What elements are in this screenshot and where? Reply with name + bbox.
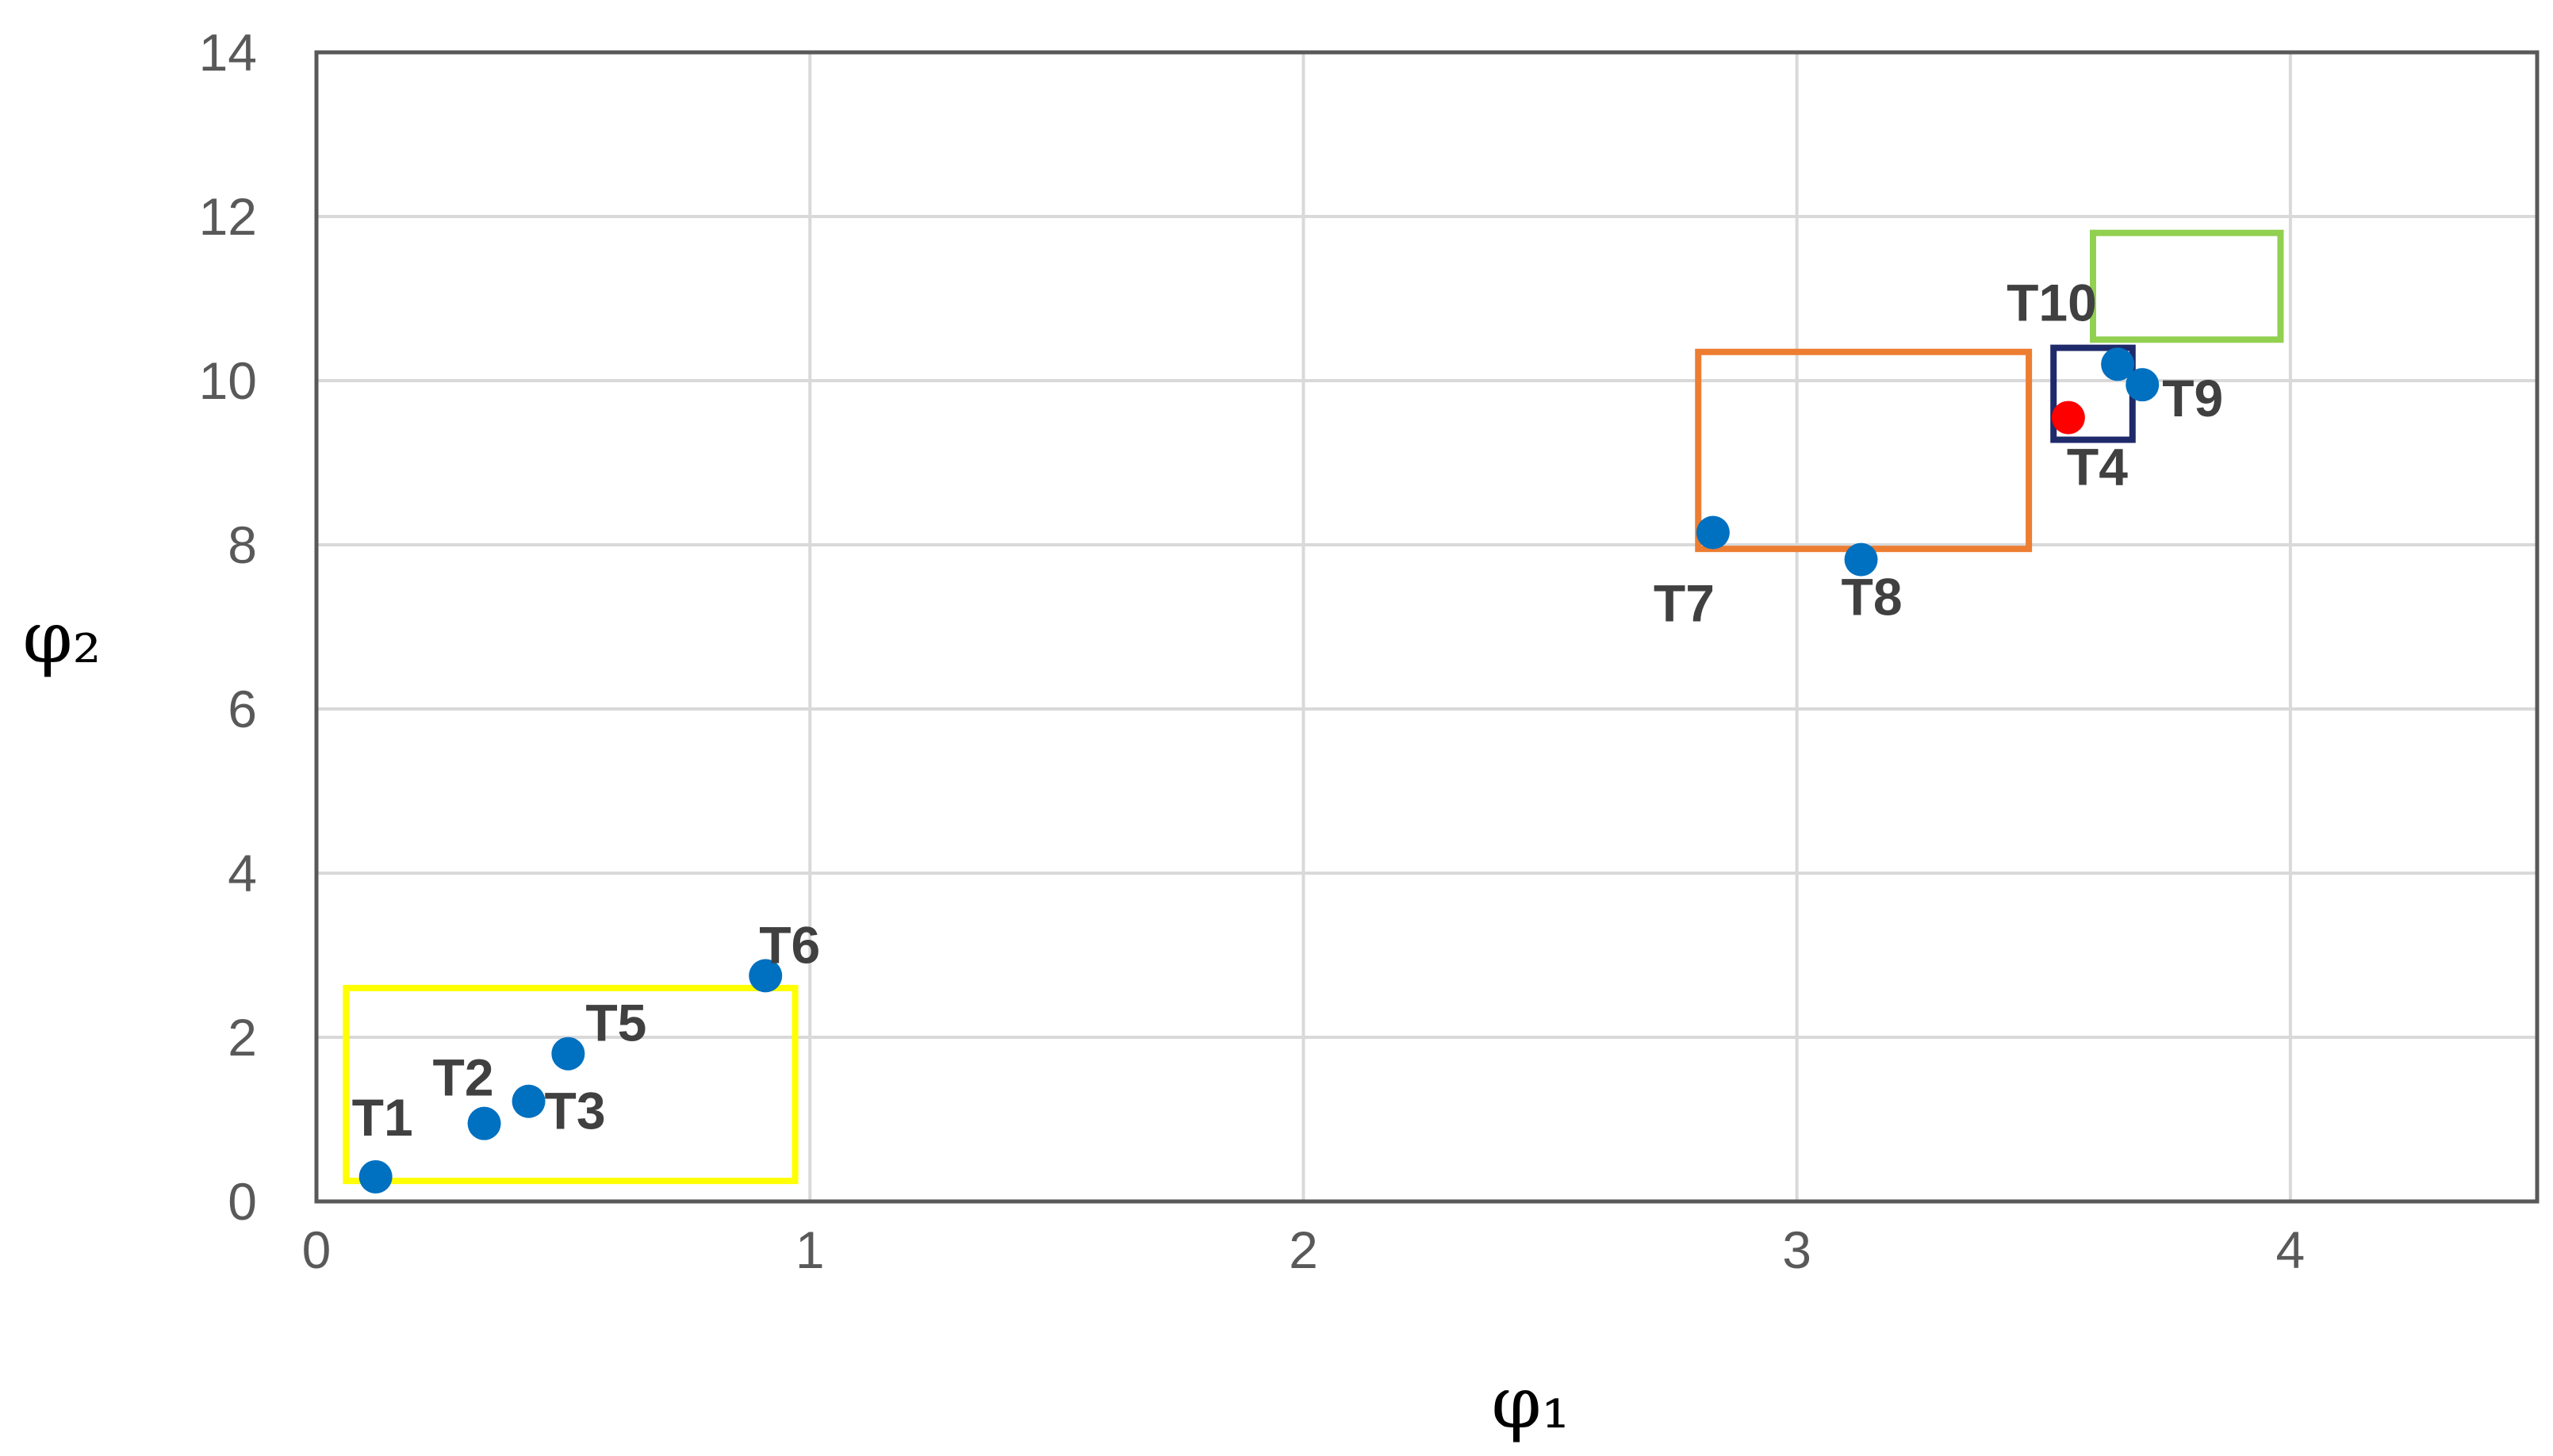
x-axis-label: φ₁ xyxy=(1491,1362,1570,1445)
data-point xyxy=(2126,368,2160,402)
point-label: T5 xyxy=(585,994,646,1052)
point-label: T1 xyxy=(352,1088,413,1147)
data-point xyxy=(2051,400,2085,435)
region-box xyxy=(343,984,799,1185)
y-tick-label: 14 xyxy=(199,23,257,82)
x-tick-label: 2 xyxy=(1289,1220,1318,1279)
point-label: T7 xyxy=(1654,573,1715,632)
data-point xyxy=(749,959,783,993)
x-tick-label: 4 xyxy=(2276,1220,2306,1279)
gridlines xyxy=(315,51,2537,1203)
point-label: T6 xyxy=(759,915,820,974)
y-tick-label: 8 xyxy=(228,515,257,574)
y-tick-label: 0 xyxy=(228,1172,257,1231)
point-label: T10 xyxy=(2007,273,2097,331)
y-tick-label: 12 xyxy=(199,187,257,246)
data-point xyxy=(467,1106,501,1140)
data-point xyxy=(512,1084,546,1118)
point-label: T4 xyxy=(2067,438,2128,496)
point-labels: T1 T2 T3 T5 T6 T7 T8 T10 T9 T4 xyxy=(352,273,2224,1147)
data-point xyxy=(1844,542,1878,577)
y-tick-label: 6 xyxy=(228,680,257,738)
point-label: T8 xyxy=(1842,568,1903,626)
point-label: T3 xyxy=(545,1082,606,1140)
data-point xyxy=(551,1036,585,1071)
plot-frame xyxy=(314,50,2540,1204)
data-point xyxy=(1696,515,1730,550)
x-tick-label: 0 xyxy=(302,1220,332,1279)
data-point xyxy=(2101,347,2135,381)
y-tick-label: 10 xyxy=(199,351,257,410)
y-axis-label: φ₂ xyxy=(22,596,101,680)
y-tick-label: 2 xyxy=(228,1008,257,1067)
data-point xyxy=(358,1159,393,1194)
x-tick-label: 3 xyxy=(1782,1220,1811,1279)
point-label: T9 xyxy=(2162,369,2223,427)
point-label: T2 xyxy=(433,1048,494,1107)
data-points xyxy=(358,347,2160,1194)
x-tick-label: 1 xyxy=(795,1220,825,1279)
y-tick-label: 4 xyxy=(228,844,257,902)
region-box xyxy=(2090,229,2284,343)
